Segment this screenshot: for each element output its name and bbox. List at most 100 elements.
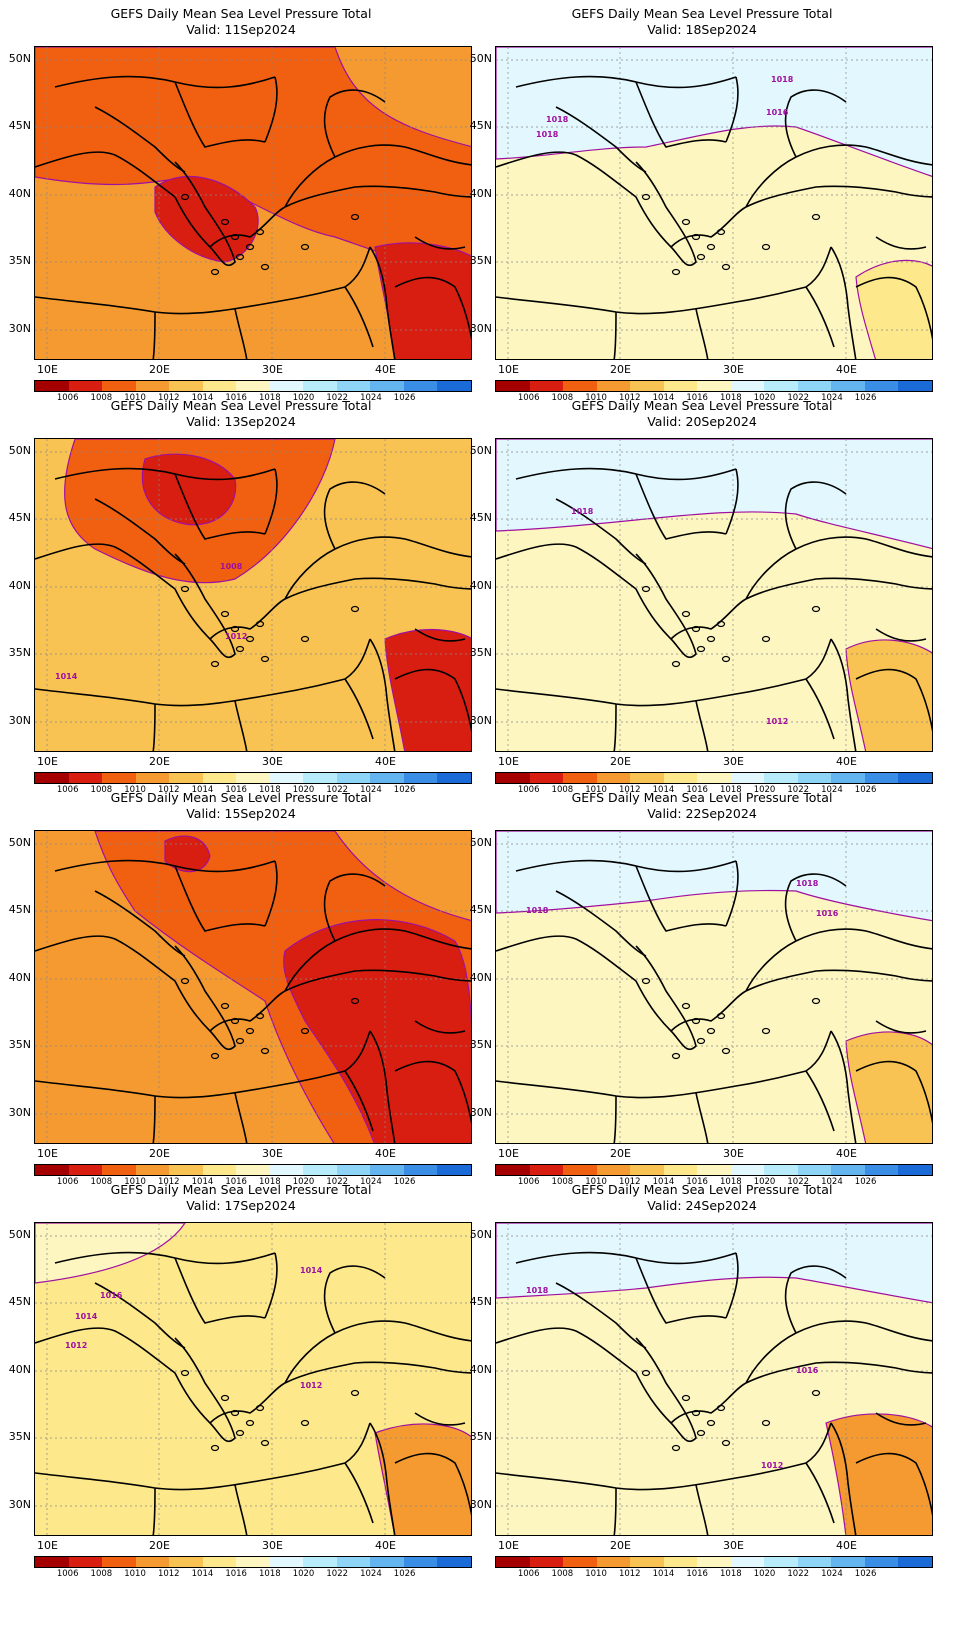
coastline bbox=[725, 468, 739, 535]
contour-label: 1016 bbox=[100, 1291, 123, 1300]
colorbar-swatch bbox=[730, 1165, 765, 1175]
colorbar-swatch bbox=[169, 1165, 203, 1175]
colorbar-swatch bbox=[68, 1557, 103, 1567]
coastline bbox=[830, 246, 857, 359]
longitude-label: 10E bbox=[37, 755, 58, 768]
coastline bbox=[635, 865, 727, 932]
coastline bbox=[670, 577, 932, 640]
coastline bbox=[784, 89, 847, 158]
coastline bbox=[284, 928, 471, 992]
map-canvas: 1014 1016 1014 1012 1012 bbox=[35, 1223, 471, 1535]
colorbar-swatch bbox=[437, 1165, 471, 1175]
coastline bbox=[264, 860, 278, 927]
map-panel: GEFS Daily Mean Sea Level Pressure Total… bbox=[0, 0, 482, 410]
colorbar-tick-label: 1008 bbox=[90, 785, 113, 795]
colorbar-tick-label: 1016 bbox=[686, 393, 708, 403]
longitude-label: 40E bbox=[836, 363, 857, 376]
colorbar-tick-label: 1016 bbox=[225, 1177, 247, 1187]
coastline bbox=[414, 1020, 466, 1034]
latitude-label: 30N bbox=[8, 322, 31, 335]
panel-title: GEFS Daily Mean Sea Level Pressure Total bbox=[110, 398, 372, 413]
island-outline bbox=[235, 645, 245, 653]
latitude-label: 30N bbox=[469, 1106, 492, 1119]
island-outline bbox=[721, 655, 731, 663]
island-outline bbox=[180, 1369, 190, 1377]
island-outline bbox=[245, 243, 255, 251]
coastline bbox=[496, 935, 697, 1051]
colorbar-tick-label: 1026 bbox=[854, 1177, 877, 1187]
colorbar-tick-label: 1006 bbox=[56, 1177, 79, 1187]
island-outline bbox=[255, 620, 265, 628]
latitude-label: 45N bbox=[8, 119, 31, 132]
colorbar-tick-label: 1024 bbox=[821, 1177, 843, 1187]
panel-valid-date: Valid: 20Sep2024 bbox=[647, 414, 757, 429]
coastline bbox=[555, 498, 647, 565]
contour-label: 1016 bbox=[796, 1366, 819, 1375]
colorbar-swatch bbox=[169, 1557, 203, 1567]
coastline bbox=[174, 473, 266, 540]
colorbar-tick-label: 1024 bbox=[821, 1569, 843, 1579]
colorbar-swatch bbox=[831, 1165, 865, 1175]
coastline bbox=[515, 467, 737, 481]
island-outline bbox=[641, 585, 651, 593]
island-outline bbox=[691, 1017, 701, 1025]
colorbar-swatch bbox=[663, 381, 698, 391]
island-outline bbox=[220, 610, 230, 618]
island-outline bbox=[220, 1002, 230, 1010]
coastline bbox=[855, 1060, 932, 1124]
coastline bbox=[555, 1282, 647, 1349]
colorbar-tick-label: 1018 bbox=[259, 1569, 281, 1579]
panel-title: GEFS Daily Mean Sea Level Pressure Total bbox=[110, 790, 372, 805]
coastline bbox=[745, 928, 932, 992]
coastline bbox=[695, 1092, 709, 1143]
colorbar-swatch bbox=[437, 773, 471, 783]
coastline bbox=[209, 969, 471, 1032]
colorbar-tick-label: 1024 bbox=[821, 785, 843, 795]
island-outline bbox=[706, 243, 716, 251]
pressure-map bbox=[34, 46, 472, 360]
colorbar-tick-label: 1008 bbox=[551, 785, 574, 795]
island-outline bbox=[235, 1429, 245, 1437]
map-canvas: 1018 1012 bbox=[496, 439, 932, 751]
coastline bbox=[613, 1095, 617, 1143]
contour-label: 1016 bbox=[766, 108, 789, 117]
panel-title: GEFS Daily Mean Sea Level Pressure Total bbox=[571, 6, 833, 21]
latitude-label: 35N bbox=[8, 1038, 31, 1051]
longitude-label: 20E bbox=[149, 755, 170, 768]
island-outline bbox=[721, 263, 731, 271]
colorbar-swatch bbox=[102, 773, 136, 783]
map-panel: GEFS Daily Mean Sea Level Pressure Total… bbox=[461, 392, 943, 802]
colorbar-tick-label: 1010 bbox=[585, 393, 607, 403]
colorbar-tick-label: 1026 bbox=[393, 1569, 416, 1579]
coastline bbox=[695, 308, 709, 359]
colorbar-tick-label: 1016 bbox=[686, 1569, 708, 1579]
colorbar-tick-label: 1024 bbox=[360, 1569, 382, 1579]
colorbar-swatch bbox=[864, 773, 899, 783]
coastline bbox=[805, 678, 835, 740]
colorbar-swatch bbox=[303, 773, 337, 783]
colorbar-tick-label: 1026 bbox=[854, 785, 877, 795]
colorbar-tick-label: 1012 bbox=[618, 1569, 641, 1579]
colorbar bbox=[495, 380, 933, 392]
contour-label: 1018 bbox=[526, 1286, 549, 1295]
coastline bbox=[670, 1361, 932, 1424]
colorbar-swatch bbox=[269, 1165, 304, 1175]
coastline bbox=[35, 151, 236, 267]
colorbar-tick-label: 1024 bbox=[360, 1177, 382, 1187]
coastline bbox=[725, 76, 739, 143]
colorbar-swatch bbox=[563, 1557, 597, 1567]
coastline bbox=[369, 246, 396, 359]
coastline bbox=[35, 1422, 371, 1491]
colorbar-swatch bbox=[630, 381, 664, 391]
colorbar-tick-label: 1018 bbox=[720, 1177, 742, 1187]
coastline bbox=[54, 1251, 276, 1265]
coastline bbox=[635, 1257, 727, 1324]
island-outline bbox=[761, 243, 771, 251]
colorbar bbox=[495, 772, 933, 784]
island-outline bbox=[811, 1389, 821, 1397]
pressure-fill-region bbox=[154, 176, 471, 359]
coastline bbox=[875, 236, 927, 250]
coastline bbox=[264, 76, 278, 143]
coastline bbox=[725, 1252, 739, 1319]
longitude-label: 20E bbox=[610, 755, 631, 768]
